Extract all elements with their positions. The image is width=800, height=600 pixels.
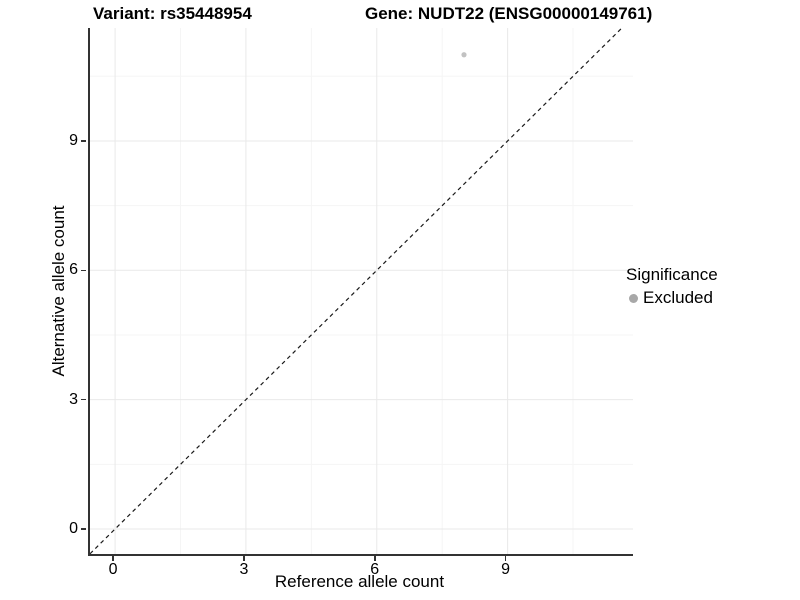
legend-key-dot: [629, 293, 638, 303]
plot-area-svg: [90, 28, 633, 554]
data-point: [461, 52, 467, 58]
legend-title: Significance: [626, 265, 718, 284]
y-tick-label: 6: [69, 261, 78, 279]
x-tick-label: 3: [239, 561, 249, 578]
x-tick-label: 9: [501, 561, 511, 578]
x-tick-mark: [112, 556, 114, 561]
y-tick-label: 9: [69, 131, 78, 149]
y-tick-mark: [81, 140, 86, 142]
y-tick-label: 0: [69, 519, 78, 537]
x-tick-label: 0: [108, 561, 118, 578]
legend-item-label: Excluded: [643, 288, 713, 307]
legend: Significance Excluded: [626, 265, 718, 308]
x-tick-mark: [504, 556, 507, 561]
identity-dashed-line: [90, 28, 623, 554]
x-tick-mark: [243, 556, 245, 561]
gene-title: Gene: NUDT22 (ENSG00000149761): [365, 4, 653, 23]
x-axis-title: Reference allele count: [274, 572, 445, 591]
y-tick-mark: [81, 269, 86, 272]
x-tick-label: 6: [370, 561, 380, 578]
y-tick-label: 3: [69, 390, 78, 408]
legend-item-excluded: Excluded: [626, 288, 718, 308]
y-tick-mark: [81, 528, 86, 530]
y-axis-title: Alternative allele count: [49, 205, 68, 377]
y-tick-mark: [81, 398, 86, 401]
x-tick-mark: [374, 556, 376, 561]
variant-title: Variant: rs35448954: [93, 4, 252, 23]
plot-panel: [88, 28, 633, 556]
